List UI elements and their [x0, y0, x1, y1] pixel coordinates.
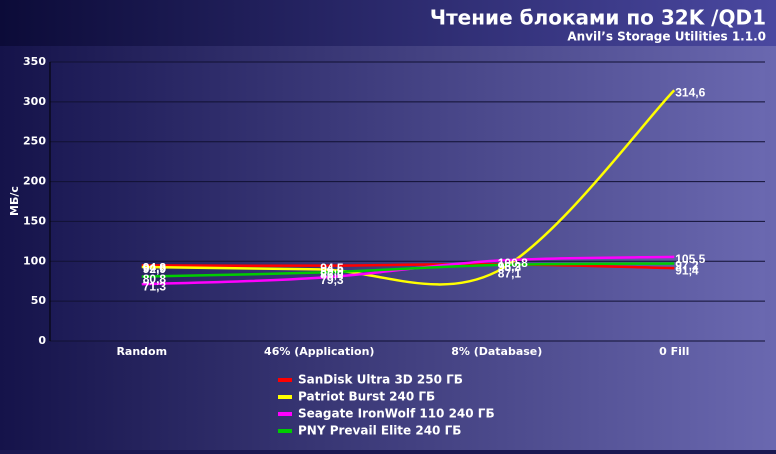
legend-label: Patriot Burst 240 ГБ	[298, 390, 435, 404]
y-tick-label: 350	[23, 55, 46, 68]
line-series	[141, 263, 675, 270]
y-axis-label: МБ/с	[8, 186, 21, 216]
legend-label: SanDisk Ultra 3D 250 ГБ	[298, 373, 463, 387]
x-tick-label: 0 Fill	[659, 345, 689, 358]
data-label: 314,6	[675, 85, 705, 99]
y-tick-label: 50	[31, 294, 47, 307]
data-label: 89,9	[320, 265, 344, 279]
data-label: 100,8	[498, 256, 528, 270]
y-tick-label: 0	[38, 334, 46, 347]
y-tick-label: 300	[23, 95, 46, 108]
plot-area	[50, 62, 765, 341]
data-label: 87,1	[498, 267, 522, 281]
data-label: 95,3	[498, 260, 522, 274]
legend-label: PNY Prevail Elite 240 ГБ	[298, 424, 461, 438]
line-series	[141, 262, 675, 278]
data-label: 86,0	[320, 268, 344, 282]
chart-subtitle: Anvil’s Storage Utilities 1.1.0	[567, 30, 766, 44]
y-tick-label: 250	[23, 135, 46, 148]
chart-title: Чтение блоками по 32K /QD1	[430, 6, 766, 30]
data-label: 91,4	[675, 263, 699, 277]
data-label: 79,3	[320, 273, 344, 287]
x-tick-label: 8% (Database)	[451, 345, 542, 358]
data-label: 97,2	[675, 259, 699, 273]
legend-label: Seagate IronWolf 110 240 ГБ	[298, 407, 495, 421]
data-label: 92,9	[143, 262, 167, 276]
y-tick-label: 100	[23, 254, 46, 267]
data-label: 105,5	[675, 252, 705, 266]
header	[0, 0, 776, 46]
x-tick-label: 46% (Application)	[264, 345, 374, 358]
x-tick-label: Random	[116, 345, 167, 358]
data-label: 96,2	[498, 259, 522, 273]
data-label: 94,5	[320, 261, 344, 275]
data-label: 94,8	[143, 261, 167, 275]
line-series	[141, 89, 676, 286]
y-tick-label: 200	[23, 175, 46, 188]
data-label: 80,8	[143, 272, 167, 286]
data-label: 71,3	[143, 279, 167, 293]
y-tick-label: 150	[23, 214, 46, 227]
